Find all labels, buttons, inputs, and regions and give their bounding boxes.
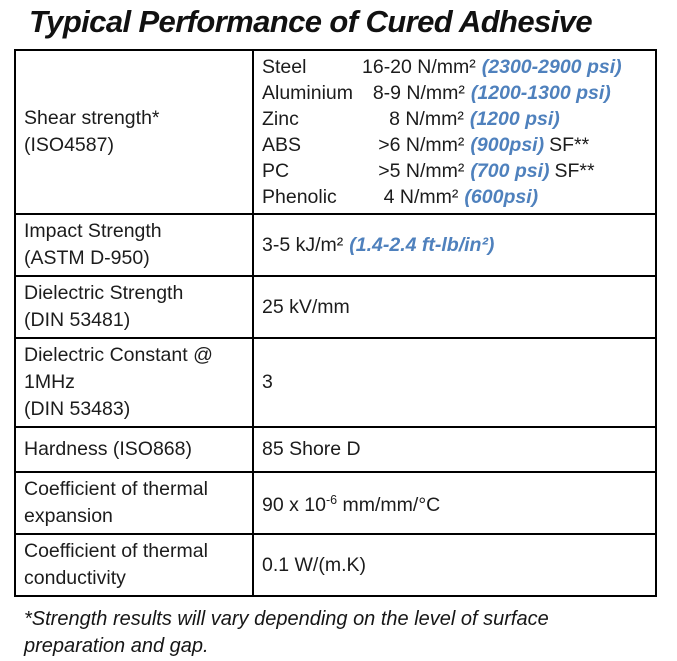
material-psi: (1200-1300 psi) — [470, 82, 611, 104]
impact-imperial-value: (1.4-2.4 ft-lb/in²) — [349, 233, 495, 256]
material-name: Steel — [262, 56, 307, 78]
row-dielectric-constant: Dielectric Constant @ 1MHz (DIN 53483) 3 — [14, 337, 657, 428]
spec-value-dielectric-strength: 25 kV/mm — [252, 275, 657, 339]
footnotes: *Strength results will vary depending on… — [24, 606, 677, 661]
spec-value-impact: 3-5 kJ/m² (1.4-2.4 ft-lb/in²) — [252, 213, 657, 277]
row-shear-strength: Shear strength* (ISO4587) Steel 16-20 N/m… — [14, 49, 657, 215]
spec-label-dielectric-constant: Dielectric Constant @ 1MHz (DIN 53483) — [14, 337, 254, 428]
material-psi: (900psi) — [470, 134, 545, 156]
spec-label-hardness: Hardness (ISO868) — [14, 426, 254, 473]
material-row-abs: ABS >6 N/mm² (900psi) SF** — [262, 132, 647, 158]
material-name: Phenolic — [262, 186, 337, 208]
material-row-pc: PC >5 N/mm² (700 psi) SF** — [262, 158, 647, 184]
material-row-phenolic: Phenolic 4 N/mm² (600psi) — [262, 184, 647, 210]
spec-label-thermal-expansion: Coefficient of thermal expansion — [14, 471, 254, 535]
material-psi: (1200 psi) — [469, 108, 560, 130]
material-psi: (700 psi) — [470, 160, 550, 182]
material-value: 8 N/mm² — [362, 108, 464, 130]
substrate-failure-flag: SF** — [554, 160, 595, 182]
spec-value-dielectric-constant: 3 — [252, 337, 657, 428]
material-row-zinc: Zinc 8 N/mm² (1200 psi) — [262, 106, 647, 132]
footnote-strength: *Strength results will vary depending on… — [24, 608, 549, 657]
expansion-unit: mm/mm/°C — [337, 494, 441, 516]
spec-label-thermal-conductivity: Coefficient of thermal conductivity — [14, 533, 254, 597]
spec-value-thermal-conductivity: 0.1 W/(m.K) — [252, 533, 657, 597]
expansion-exponent: -6 — [325, 493, 338, 507]
row-impact-strength: Impact Strength (ASTM D-950) 3-5 kJ/m² (1… — [14, 213, 657, 277]
row-thermal-conductivity: Coefficient of thermal conductivity 0.1 … — [14, 533, 657, 597]
material-name: Aluminium — [262, 82, 354, 104]
material-value: >6 N/mm² — [362, 134, 465, 156]
material-value: 4 N/mm² — [362, 186, 459, 208]
substrate-failure-flag: SF** — [549, 134, 590, 156]
impact-metric-value: 3-5 kJ/m² — [262, 233, 344, 256]
spec-value-thermal-expansion: 90 x 10-6 mm/mm/°C — [252, 471, 657, 535]
spec-label-shear: Shear strength* (ISO4587) — [14, 49, 254, 215]
material-psi: (600psi) — [464, 186, 539, 208]
performance-table: Shear strength* (ISO4587) Steel 16-20 N/m… — [14, 49, 657, 597]
material-psi: (2300-2900 psi) — [481, 56, 622, 78]
spec-label-dielectric-strength: Dielectric Strength (DIN 53481) — [14, 275, 254, 339]
page-title: Typical Performance of Cured Adhesive — [29, 4, 593, 39]
material-name: ABS — [262, 134, 302, 156]
material-row-aluminium: Aluminium 8-9 N/mm² (1200-1300 psi) — [262, 80, 647, 106]
material-name: Zinc — [262, 108, 299, 130]
row-dielectric-strength: Dielectric Strength (DIN 53481) 25 kV/mm — [14, 275, 657, 339]
spec-label-impact: Impact Strength (ASTM D-950) — [14, 213, 254, 277]
material-value: >5 N/mm² — [362, 160, 465, 182]
spec-value-hardness: 85 Shore D — [252, 426, 657, 473]
spec-value-shear: Steel 16-20 N/mm² (2300-2900 psi) Aluminiu… — [252, 49, 657, 215]
material-value: 16-20 N/mm² — [362, 56, 476, 78]
row-thermal-expansion: Coefficient of thermal expansion 90 x 10… — [14, 471, 657, 535]
material-row-steel: Steel 16-20 N/mm² (2300-2900 psi) — [262, 54, 647, 80]
material-name: PC — [262, 160, 290, 182]
row-hardness: Hardness (ISO868) 85 Shore D — [14, 426, 657, 473]
material-value: 8-9 N/mm² — [362, 82, 465, 104]
expansion-base: 90 x 10 — [262, 494, 326, 516]
